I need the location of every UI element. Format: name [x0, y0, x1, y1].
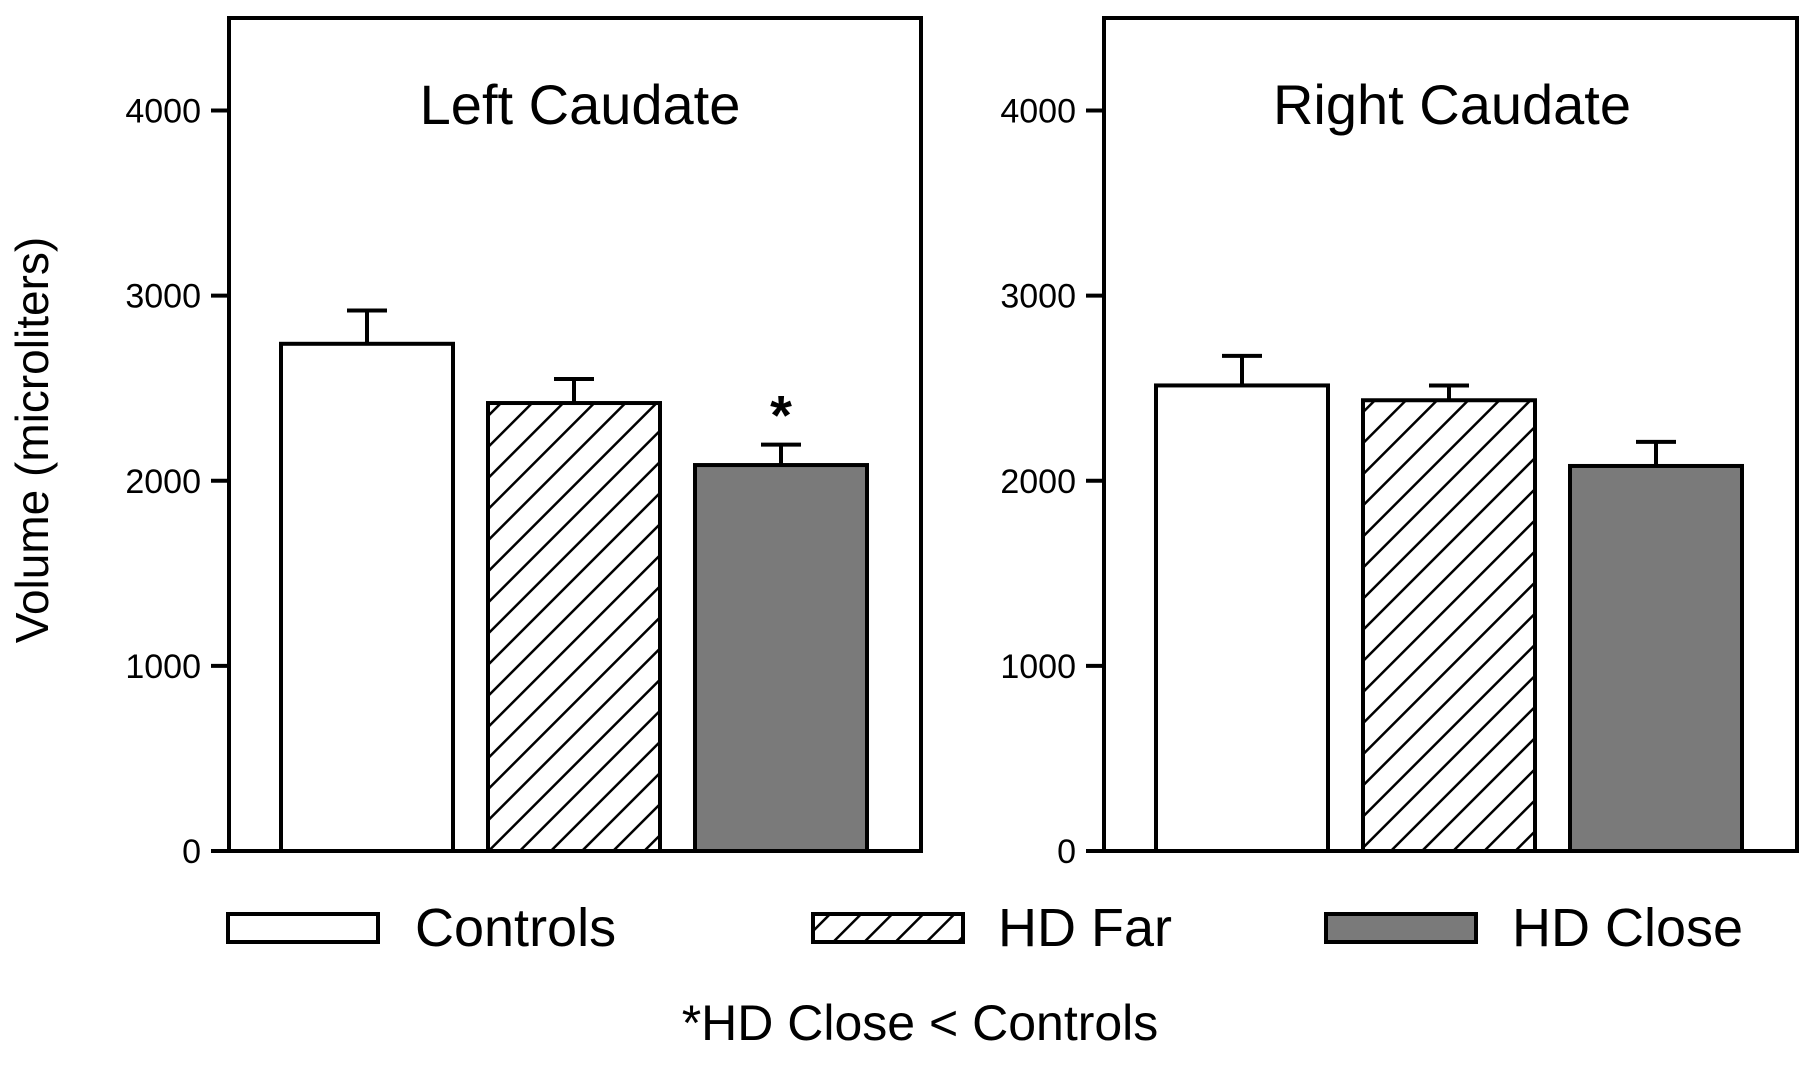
y-tick-label: 3000	[1000, 278, 1076, 316]
y-tick-label: 0	[1057, 833, 1076, 871]
bar-controls	[279, 341, 455, 853]
panel-title: Right Caudate	[1273, 73, 1631, 136]
legend-swatch-hd-close	[1324, 912, 1478, 944]
y-tick-label: 2000	[1000, 463, 1076, 501]
y-tick-label: 1000	[125, 648, 201, 686]
y-tick-label: 0	[182, 833, 201, 871]
y-tick-label: 4000	[125, 93, 201, 131]
panel-title: Left Caudate	[420, 73, 741, 136]
bar-hd-far	[486, 401, 662, 853]
y-tick-label: 2000	[125, 463, 201, 501]
bar-hd-far	[1361, 398, 1537, 853]
panel-left-caudate: Left Caudate 0 1000 2000 3000 4000 *	[125, 16, 923, 871]
y-tick-label: 3000	[125, 278, 201, 316]
bar-hd-close	[693, 463, 869, 853]
legend-label-hd-close: HD Close	[1512, 898, 1743, 958]
footnote: *HD Close < Controls	[682, 995, 1159, 1051]
y-axis-label: Volume (microliters)	[6, 237, 58, 643]
legend-label-controls: Controls	[415, 898, 616, 958]
significance-marker: *	[770, 384, 792, 447]
panel-right-caudate: Right Caudate 0 1000 2000 3000 4000	[1000, 16, 1799, 871]
legend-label-hd-far: HD Far	[998, 898, 1172, 958]
legend: Controls HD Far HD Close	[226, 898, 1743, 958]
bar-hd-close	[1568, 463, 1744, 853]
legend-swatch-controls	[226, 912, 380, 944]
y-tick-label: 1000	[1000, 648, 1076, 686]
bar-controls	[1154, 383, 1330, 853]
legend-swatch-hd-far	[811, 912, 965, 944]
y-tick-label: 4000	[1000, 93, 1076, 131]
